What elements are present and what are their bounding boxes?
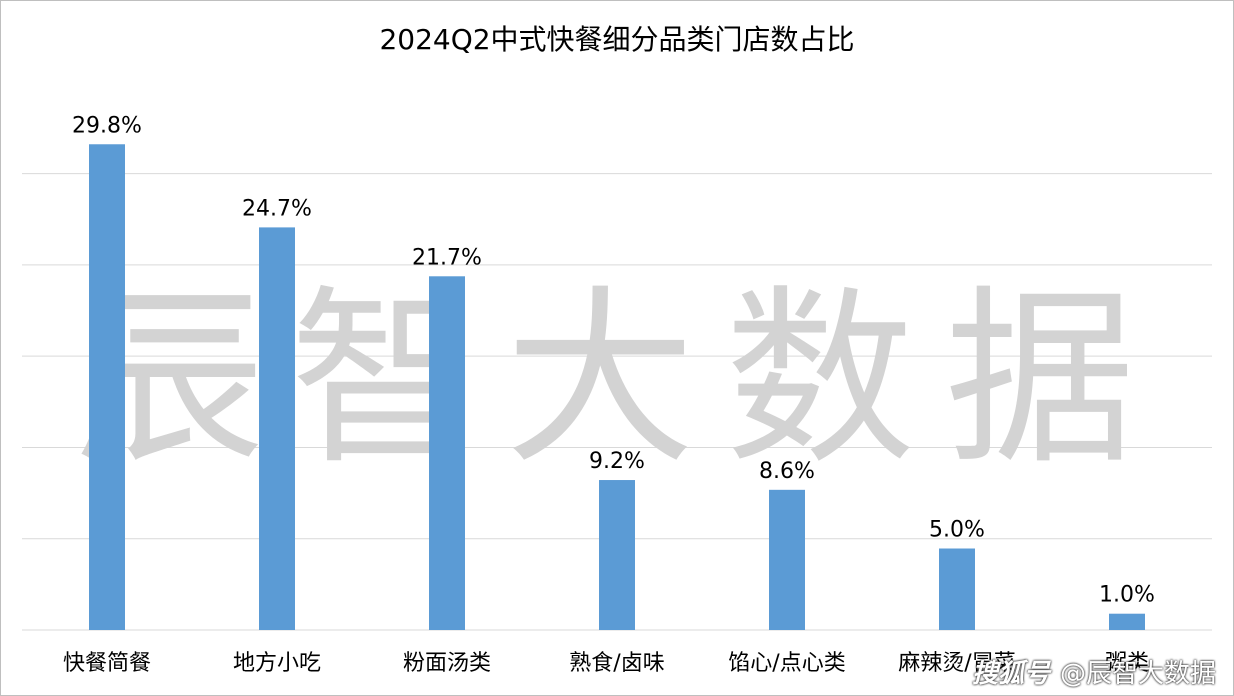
data-label: 5.0%: [929, 518, 985, 543]
category-label: 麻辣烫/冒菜: [898, 651, 1015, 676]
bar: [1109, 613, 1145, 630]
category-label: 地方小吃: [233, 651, 321, 676]
footer-text: @辰智大数据: [1059, 659, 1216, 689]
bars: [89, 144, 1145, 630]
category-label: 粥类: [1105, 651, 1149, 676]
bar: [259, 227, 295, 630]
bar: [599, 480, 635, 630]
footer-logo: 搜狐号: [971, 659, 1050, 689]
data-label: 9.2%: [589, 449, 645, 474]
watermark: 辰智大数据: [75, 269, 1135, 490]
data-label: 8.6%: [759, 459, 815, 484]
gridlines: [22, 173, 1212, 631]
chart-title: 2024Q2中式快餐细分品类门店数占比: [379, 23, 855, 56]
category-label: 粉面汤类: [403, 651, 491, 676]
watermark-char: 据: [945, 269, 1135, 490]
footer-watermark: 搜狐号 @辰智大数据: [972, 653, 1216, 690]
category-label: 快餐简餐: [63, 651, 151, 676]
bar: [429, 276, 465, 630]
data-label: 21.7%: [412, 245, 482, 270]
data-label: 29.8%: [72, 113, 142, 138]
data-labels: 29.8% 24.7% 21.7% 9.2% 8.6% 5.0% 1.0%: [72, 113, 1155, 607]
watermark-char: 数: [725, 269, 915, 490]
category-label: 馅心/点心类: [728, 651, 845, 676]
category-labels: 快餐简餐 地方小吃 粉面汤类 熟食/卤味 馅心/点心类 麻辣烫/冒菜 粥类: [63, 651, 1149, 676]
category-label: 熟食/卤味: [569, 651, 664, 676]
data-label: 1.0%: [1099, 583, 1155, 608]
watermark-char: 大: [505, 269, 695, 490]
bar: [89, 144, 125, 630]
bar: [769, 489, 805, 630]
data-label: 24.7%: [242, 196, 312, 221]
bar: [939, 548, 975, 630]
